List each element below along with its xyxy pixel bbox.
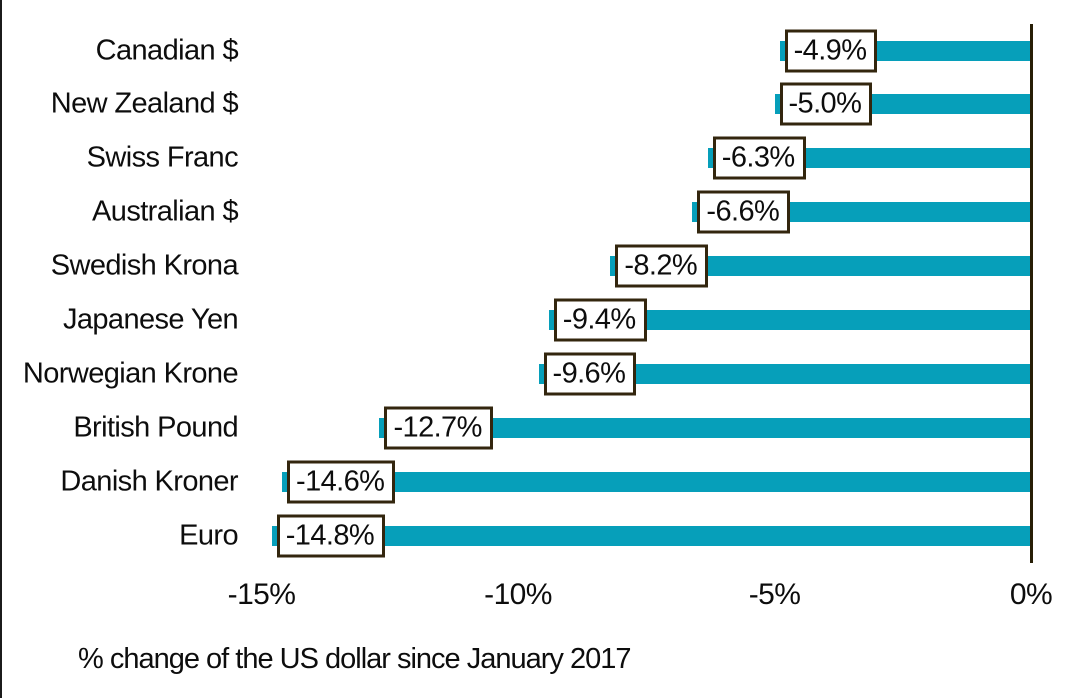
bar [548, 310, 1031, 330]
data-label-box: -12.7% [384, 406, 493, 450]
category-label: Norwegian Krone [22, 357, 239, 390]
category-label: Australian $ [92, 195, 239, 228]
chart-caption: % change of the US dollar since January … [78, 643, 631, 675]
x-axis-tick-label: -15% [227, 578, 296, 611]
category-label: British Pound [73, 411, 238, 444]
category-label: Danish Kroner [60, 465, 238, 498]
data-label-box: -8.2% [615, 244, 709, 288]
data-label-box: -5.0% [779, 82, 873, 126]
data-label-box: -14.8% [276, 514, 386, 558]
category-label: New Zealand $ [50, 87, 239, 120]
x-axis-tick-label: -5% [748, 578, 801, 611]
bar [282, 471, 1031, 492]
bar [379, 417, 1031, 438]
bar [271, 525, 1031, 546]
x-axis-tick-label: -10% [484, 578, 552, 611]
data-label-box: -14.6% [287, 460, 396, 504]
data-label-box: -9.4% [553, 298, 647, 342]
category-label: Euro [179, 519, 238, 552]
data-label-box: -9.6% [543, 352, 637, 396]
x-axis-tick-label: 0% [1009, 578, 1053, 611]
data-label-box: -6.3% [712, 136, 806, 180]
category-label: Swiss Franc [86, 141, 239, 174]
data-label-box: -4.9% [784, 29, 878, 72]
bar [610, 256, 1031, 277]
category-label: Swedish Krona [50, 249, 239, 282]
bar [538, 363, 1031, 384]
left-edge-line [0, 0, 2, 698]
data-label-box: -6.6% [697, 190, 791, 234]
category-label: Japanese Yen [62, 303, 239, 336]
zero-axis-line [1029, 24, 1033, 563]
category-label: Canadian $ [95, 34, 239, 66]
